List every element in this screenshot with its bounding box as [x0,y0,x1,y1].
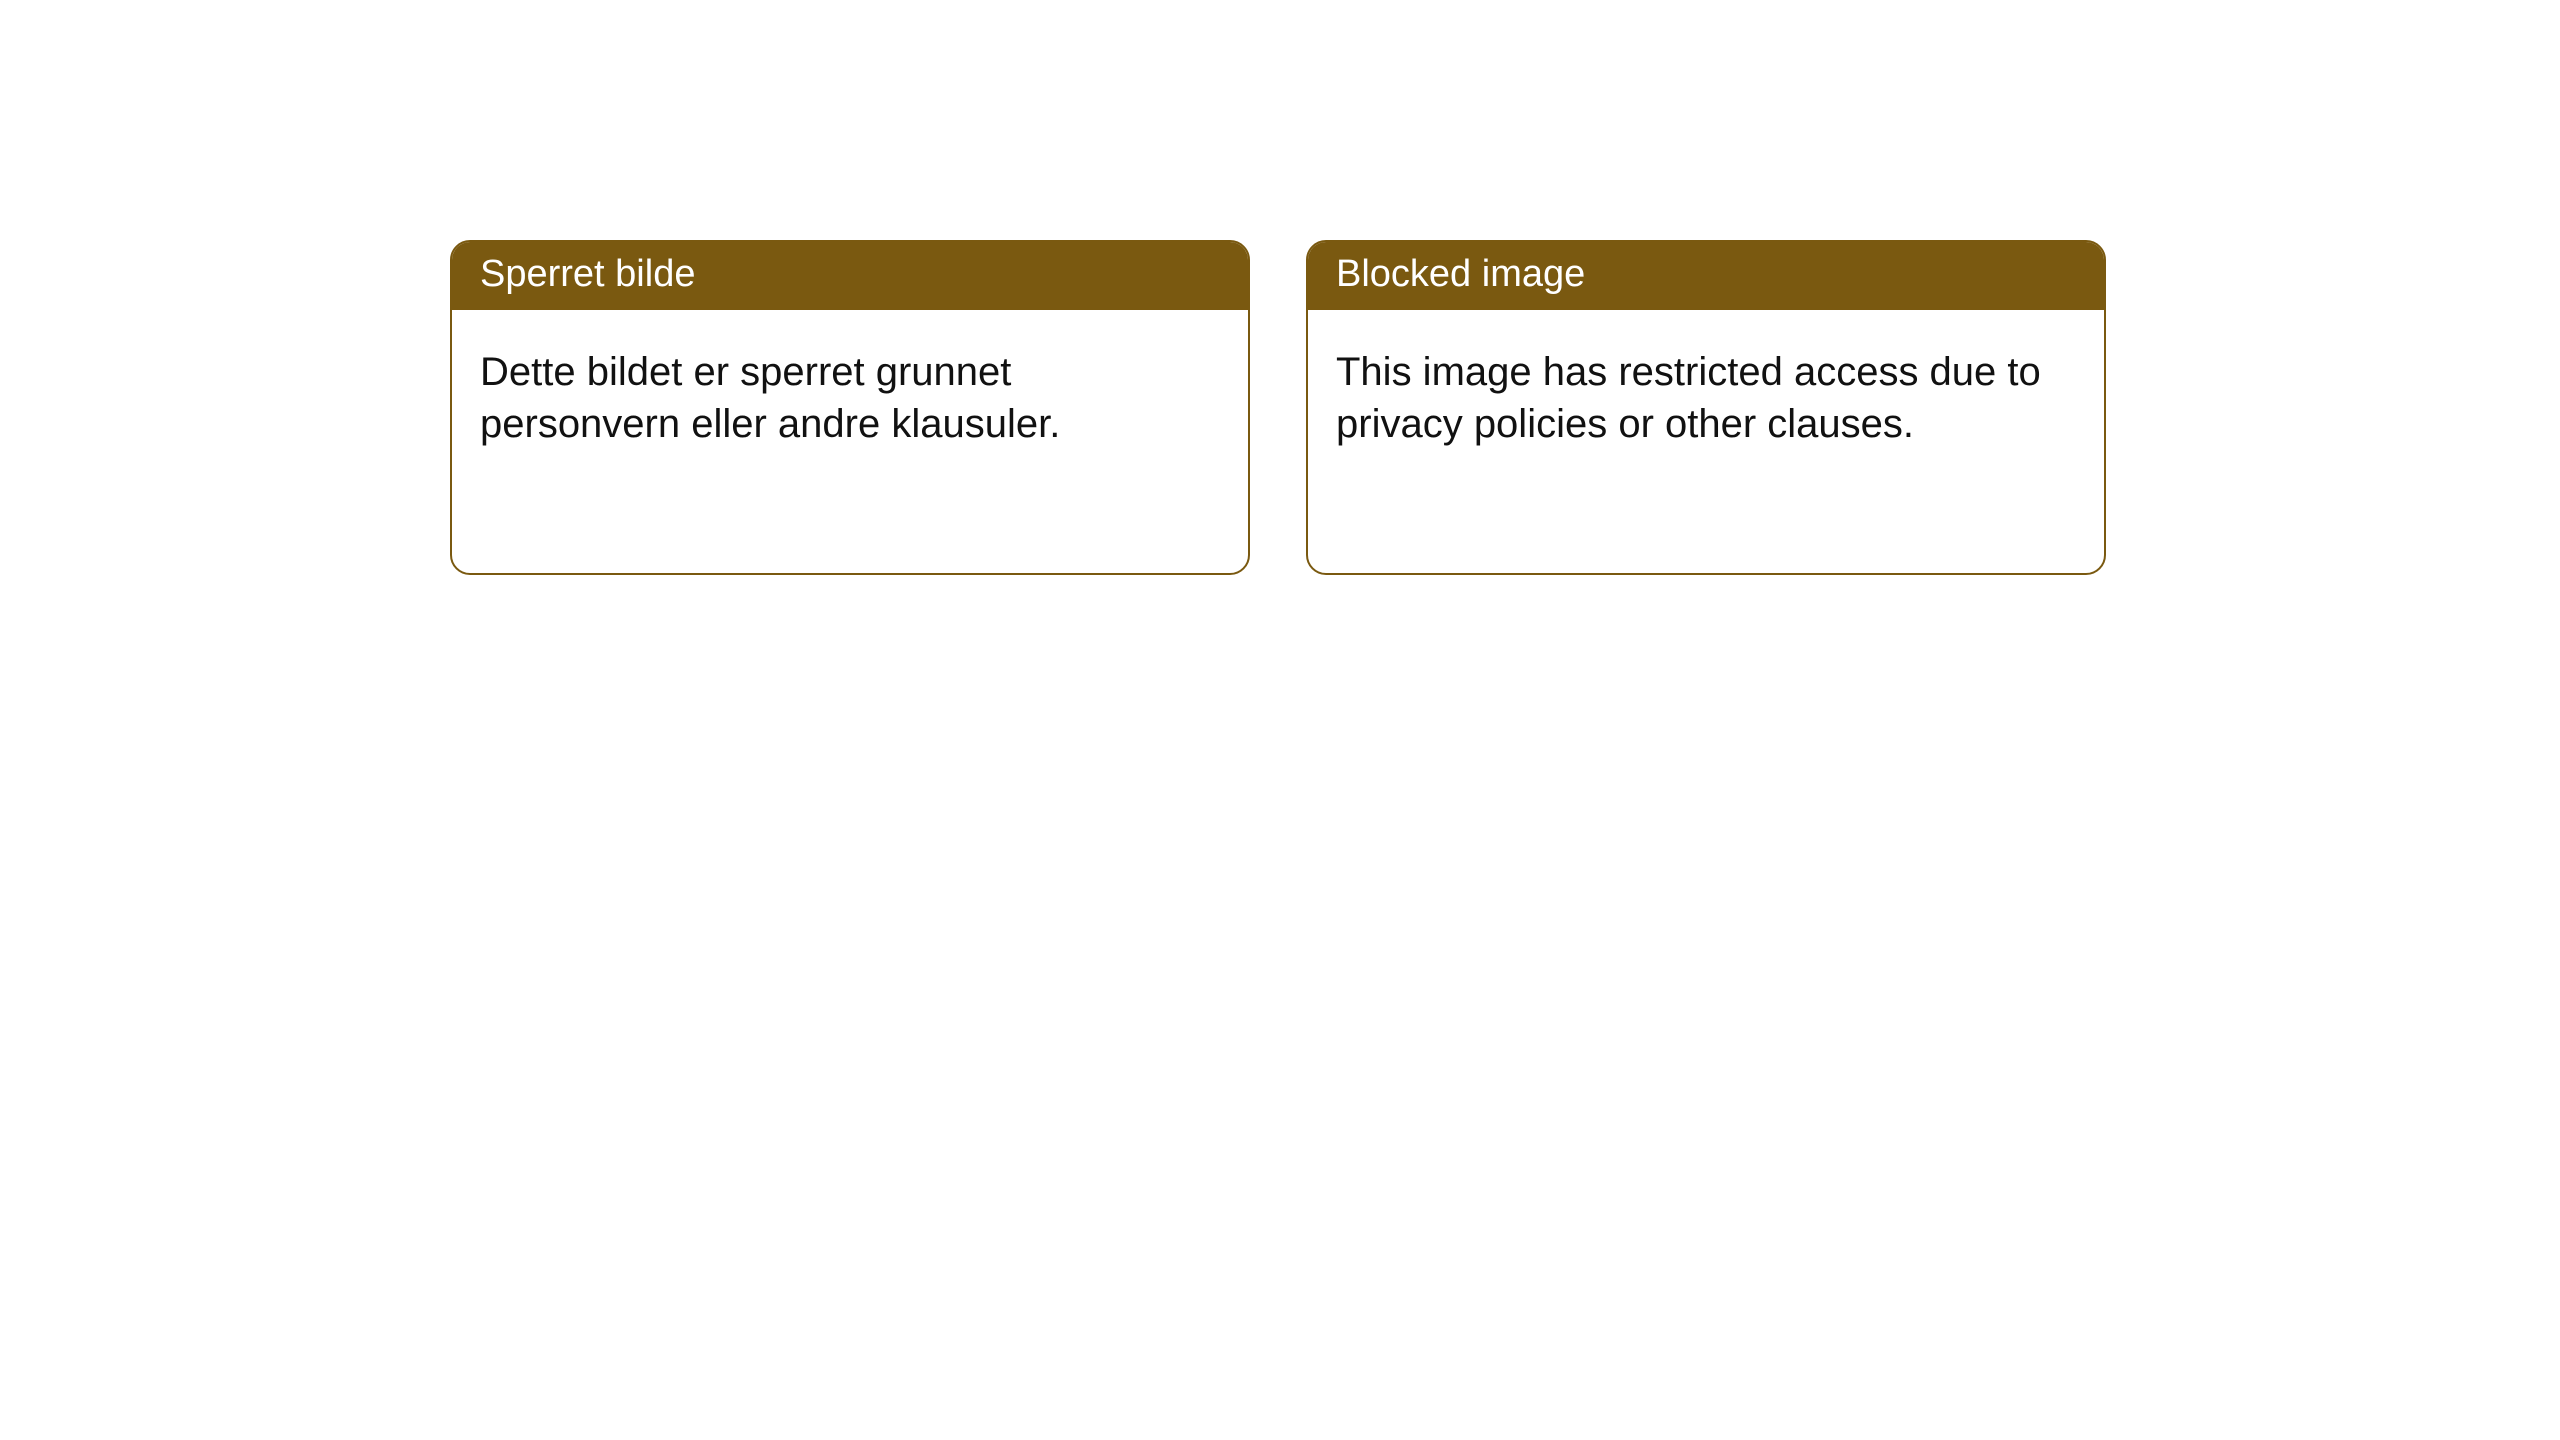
card-header: Blocked image [1308,242,2104,310]
card-container: Sperret bilde Dette bildet er sperret gr… [0,0,2560,575]
blocked-image-card-en: Blocked image This image has restricted … [1306,240,2106,575]
blocked-image-card-no: Sperret bilde Dette bildet er sperret gr… [450,240,1250,575]
card-body: This image has restricted access due to … [1308,310,2104,478]
card-header: Sperret bilde [452,242,1248,310]
card-body: Dette bildet er sperret grunnet personve… [452,310,1248,478]
